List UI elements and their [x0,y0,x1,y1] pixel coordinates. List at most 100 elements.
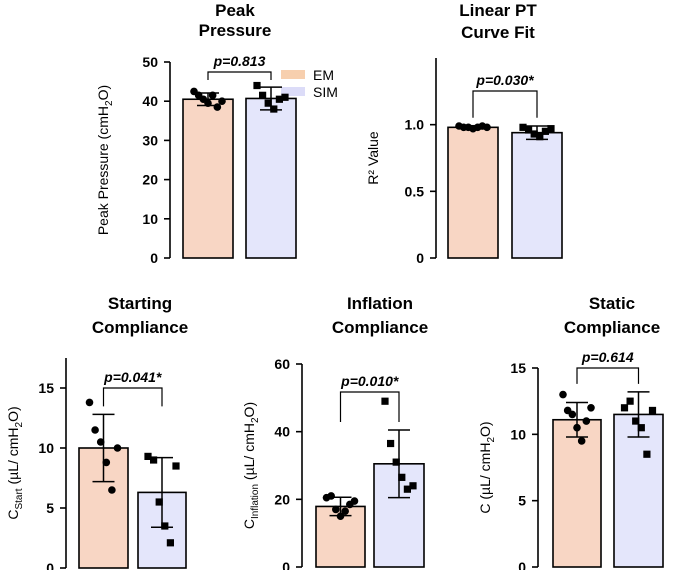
data-point-sim [264,99,272,107]
y-tick-label: 1.0 [405,117,425,133]
y-tick-label: 50 [142,54,158,70]
chart-static: Static Compliance 0 5 10 15 C (µL/ cmH2O) p=0.6… [477,294,664,570]
p-value-label: p=0.813 [213,53,266,69]
y-tick-label: 60 [274,356,290,372]
chart-title-line: Compliance [564,318,660,337]
data-point-em [213,103,222,111]
chart-title-line: Curve Fit [461,23,535,42]
chart-title-line: Peak [215,1,255,20]
data-point-em [327,492,335,500]
data-point-sim [547,125,555,133]
data-point-em [218,97,226,105]
data-point-sim [648,406,657,415]
data-point-sim [144,452,152,460]
y-tick-label: 30 [142,132,158,148]
y-tick-label: 15 [510,360,526,376]
data-point-sim [632,417,640,425]
y-tick-label: 0 [518,559,526,570]
data-point-em [336,512,345,521]
y-tick-label: 40 [274,424,290,440]
significance-bracket [102,387,163,407]
bar-em [182,98,234,259]
y-tick-label: 40 [142,93,158,109]
data-point-sim [253,81,261,90]
legend-label-sim: SIM [313,84,338,100]
data-point-sim [637,424,645,432]
data-point-em [91,426,99,434]
significance-bracket [576,367,640,384]
data-point-sim [519,123,527,131]
data-point-sim [381,397,389,405]
chart-starting: Starting Compliance 0 5 10 15 CStart (µL/ cmH2… [5,294,188,570]
legend-label-em: EM [313,67,334,83]
bar-em [552,418,602,568]
data-point-sim [155,498,163,506]
p-value-label: p=0.010* [340,373,399,389]
data-point-em [85,398,94,407]
y-tick-label: 5 [46,500,54,516]
data-point-em [332,505,340,514]
y-tick-label: 0.5 [405,183,425,199]
y-tick-label: 15 [38,380,54,396]
y-axis-label: CStart (µL/ cmH2O) [5,406,25,519]
y-tick-label: 0 [282,559,290,570]
data-point-sim [392,458,400,466]
legend-swatch-em [281,70,305,79]
p-value-label: p=0.614 [581,349,634,365]
data-point-em [96,438,105,446]
data-point-em [483,123,491,132]
data-point-sim [161,522,169,530]
y-axis-label: R² Value [365,131,381,185]
data-point-sim [259,91,267,99]
chart-title-line: Inflation [347,294,413,313]
data-point-sim [281,93,289,101]
data-point-sim [409,482,417,490]
y-axis-label: Peak Pressure (cmH2O) [95,85,115,235]
chart-title-line: Starting [108,294,172,313]
data-point-em [559,390,567,399]
y-tick-label: 0 [416,250,424,266]
y-tick-label: 10 [510,426,526,442]
data-point-sim [643,450,651,458]
significance-bracket [472,90,538,118]
data-point-sim [530,130,538,138]
data-point-em [102,458,111,467]
data-point-sim [387,439,395,448]
chart-title-line: Static [589,294,635,313]
y-tick-label: 20 [274,491,290,507]
y-axis-label: CInflation (µL/ cmH2O) [241,402,261,529]
data-point-sim [541,127,549,135]
chart-linear: Linear PT Curve Fit 0 0.5 1.0 R² Value p=0.030… [365,1,563,266]
bar-sim [511,131,563,259]
y-tick-label: 0 [150,250,158,266]
data-point-sim [270,105,278,113]
chart-inflation: Inflation Compliance 0 20 40 60 CInflation (µL… [241,294,428,570]
p-value-label: p=0.030* [475,72,534,88]
data-point-sim [626,397,634,405]
data-point-em [577,437,586,445]
significance-bracket [207,71,272,80]
data-point-em [582,417,591,425]
bar-em [447,126,499,259]
p-value-label: p=0.041* [103,369,162,385]
data-point-sim [525,126,533,134]
y-tick-label: 5 [518,493,526,509]
data-point-em [587,404,595,412]
data-point-sim [620,404,629,412]
y-tick-label: 0 [46,560,54,570]
y-axis-label: C (µL/ cmH2O) [477,421,497,513]
data-point-em [208,91,217,100]
y-tick-label: 20 [142,172,158,188]
bar-sim [613,413,664,568]
data-point-em [350,497,359,505]
data-point-em [113,444,122,452]
chart-title-line: Compliance [92,318,188,337]
data-point-sim [172,462,180,470]
chart-title-line: Linear PT [459,1,537,20]
bar-sim [245,97,297,259]
data-point-em [573,423,581,432]
legend-swatch-sim [281,87,305,96]
data-point-sim [275,95,283,103]
data-point-sim [536,133,544,141]
